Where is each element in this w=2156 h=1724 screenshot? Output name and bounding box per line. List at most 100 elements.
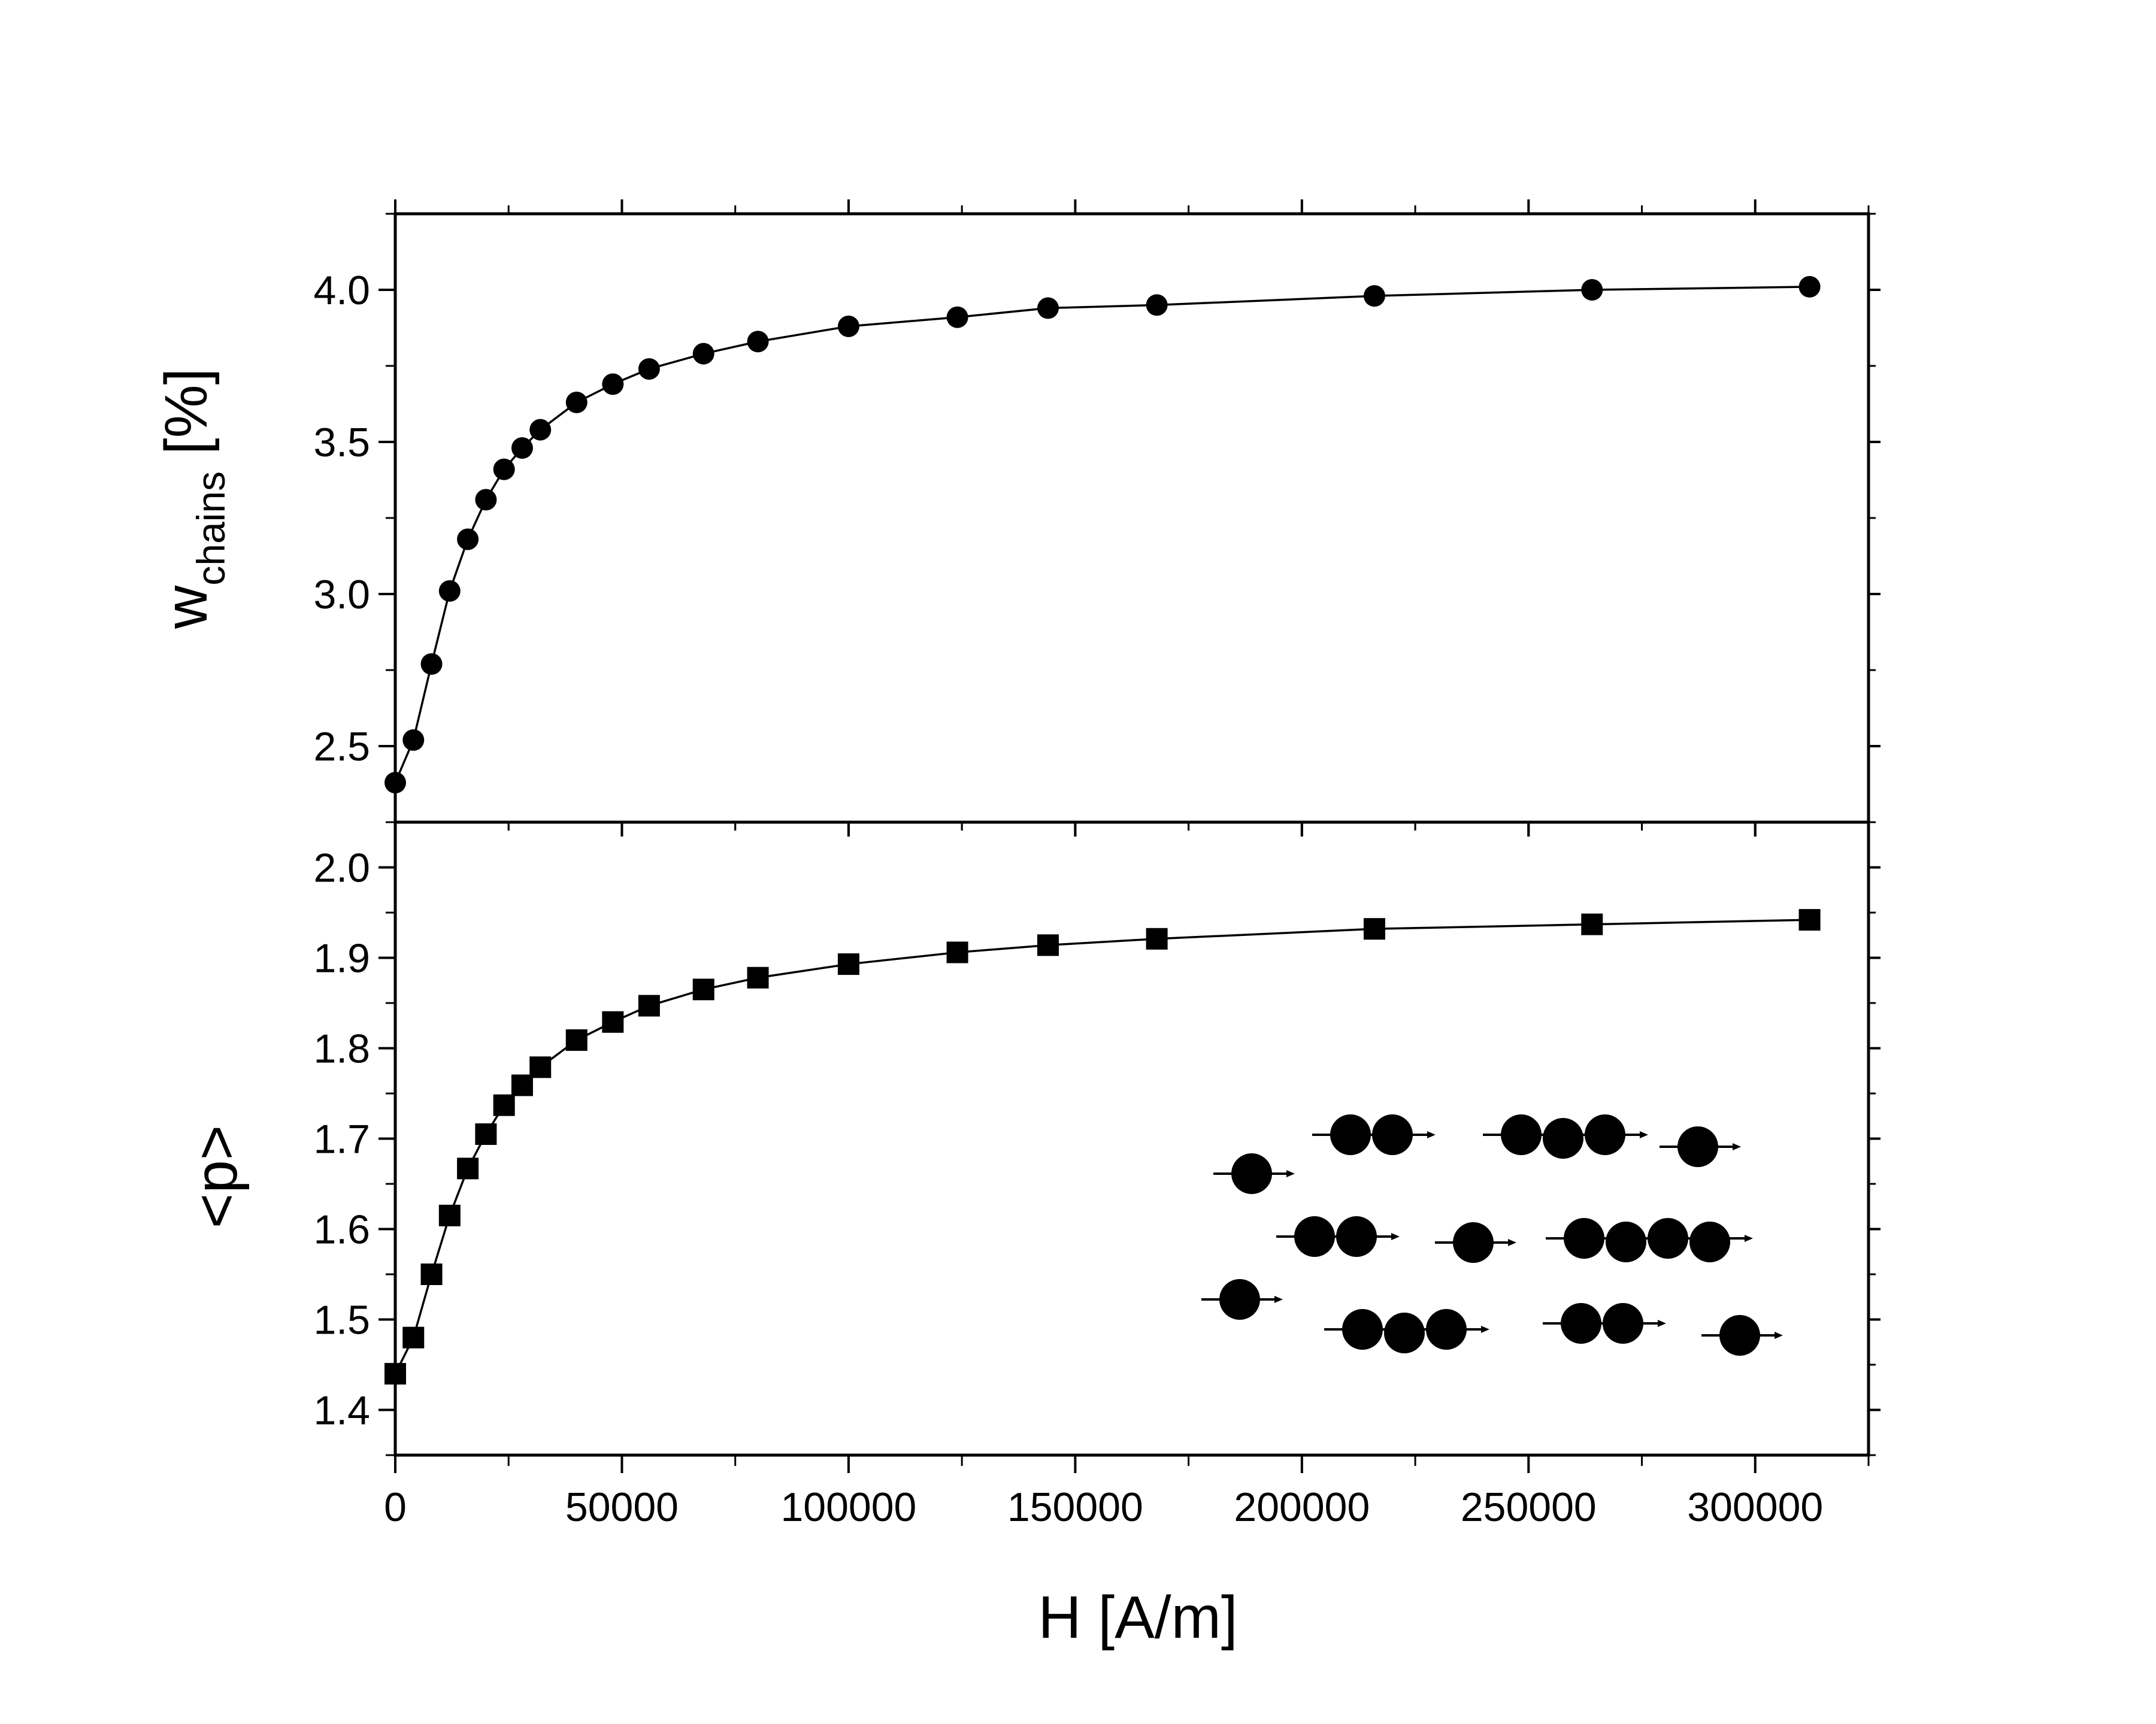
bottom-ylabel: <p> <box>183 1125 250 1228</box>
top-data-point <box>946 306 968 328</box>
top-data-point <box>837 315 859 337</box>
top-ylabel-suffix: [%] <box>153 368 220 471</box>
bottom-data-point <box>493 1094 515 1116</box>
top-ytick-label: 3.0 <box>313 572 370 617</box>
x-tick-label: 200000 <box>1234 1484 1370 1530</box>
bottom-ytick-label: 1.8 <box>313 1026 370 1072</box>
x-axis-title: H [A/m] <box>1038 1584 1237 1651</box>
particle <box>1543 1118 1583 1159</box>
particle <box>1294 1216 1335 1257</box>
chain-arrowhead <box>1391 1233 1400 1240</box>
top-data-point <box>1146 294 1168 316</box>
particle <box>1648 1218 1688 1259</box>
bottom-data-point <box>747 966 769 989</box>
particle <box>1677 1126 1718 1167</box>
top-ylabel-main: w <box>153 585 220 629</box>
bottom-data-point <box>475 1123 497 1145</box>
top-series-line <box>394 286 1810 783</box>
bottom-data-point <box>692 978 714 1001</box>
chain-arrowhead <box>1427 1131 1436 1138</box>
bottom-data-point <box>837 953 859 975</box>
particle <box>1501 1114 1542 1155</box>
particle <box>1603 1303 1643 1344</box>
particle <box>1372 1114 1413 1155</box>
particle <box>1330 1114 1371 1155</box>
particle-chains-icon <box>1201 1114 1783 1356</box>
bottom-data-point <box>638 995 660 1017</box>
particle <box>1561 1303 1601 1344</box>
top-data-point <box>638 358 660 380</box>
chain-arrowhead <box>1286 1170 1295 1177</box>
bottom-data-point <box>602 1011 624 1033</box>
bottom-data-point <box>1146 928 1168 950</box>
top-data-point <box>602 373 624 395</box>
bottom-data-point <box>1363 918 1385 940</box>
particle <box>1384 1313 1425 1353</box>
particle <box>1585 1114 1625 1155</box>
top-data-point <box>1798 275 1821 298</box>
bottom-panel: 1.4 1.5 1.6 1.7 1.8 1.9 2.0 0 50000 100000 150000 2… <box>313 820 1881 1530</box>
top-ytick-label: 3.5 <box>313 420 370 465</box>
chain-arrowhead <box>1481 1326 1489 1333</box>
top-data-point <box>384 771 406 793</box>
bottom-ytick-label: 1.5 <box>313 1298 370 1343</box>
top-data-point <box>420 653 443 675</box>
bottom-plot-frame <box>393 820 1870 1457</box>
particle <box>1342 1309 1383 1350</box>
bottom-ytick-label: 1.6 <box>313 1207 370 1253</box>
top-data-point <box>457 528 479 550</box>
x-tick-label: 50000 <box>565 1484 679 1530</box>
top-ytick-label: 2.5 <box>313 724 370 769</box>
top-data-point <box>493 458 515 480</box>
bottom-data-point <box>1037 934 1059 956</box>
top-data-point <box>747 331 769 353</box>
chain-arrowhead <box>1775 1332 1783 1339</box>
top-ylabel: wchains [%] <box>153 368 233 629</box>
chain-arrowhead <box>1640 1131 1648 1138</box>
bottom-data-point <box>457 1158 479 1180</box>
top-data-point <box>475 489 497 511</box>
top-panel: 2.5 3.0 3.5 4.0 <box>313 199 1881 837</box>
chain-arrowhead <box>1745 1235 1753 1242</box>
bottom-data-point <box>946 941 968 963</box>
particle <box>1689 1222 1730 1262</box>
x-tick-label: 100000 <box>780 1484 916 1530</box>
top-data-point <box>402 729 425 751</box>
top-data-point <box>565 391 588 413</box>
top-data-point <box>529 419 552 441</box>
bottom-ytick-label: 1.4 <box>313 1388 370 1434</box>
chain-arrowhead <box>1508 1239 1516 1246</box>
top-data-point <box>511 437 533 459</box>
particle <box>1231 1153 1272 1194</box>
bottom-data-point <box>384 1363 406 1385</box>
chain-arrowhead <box>1658 1320 1666 1327</box>
bottom-data-point <box>1798 909 1821 931</box>
x-tick-label: 300000 <box>1687 1484 1823 1530</box>
chain-arrowhead <box>1733 1143 1741 1150</box>
particle <box>1606 1222 1646 1262</box>
x-tick-label: 150000 <box>1007 1484 1143 1530</box>
particle <box>1564 1218 1604 1259</box>
bottom-data-point <box>420 1264 443 1285</box>
bottom-ytick-label: 1.9 <box>313 936 370 981</box>
top-data-point <box>1037 297 1059 319</box>
bottom-data-point <box>529 1056 552 1078</box>
particle <box>1219 1279 1260 1320</box>
top-data-point <box>692 343 714 365</box>
x-tick-label: 250000 <box>1461 1484 1597 1530</box>
bottom-data-point <box>438 1204 461 1226</box>
top-ylabel-subscript: chains <box>189 471 233 586</box>
particle <box>1453 1222 1494 1263</box>
bottom-data-point <box>511 1074 533 1096</box>
bottom-data-point <box>402 1326 425 1349</box>
particle <box>1426 1309 1467 1350</box>
bottom-ytick-label: 1.7 <box>313 1117 370 1162</box>
top-ytick-label: 4.0 <box>313 268 370 313</box>
particle <box>1719 1315 1760 1356</box>
particle <box>1336 1216 1377 1257</box>
top-data-point <box>438 580 461 602</box>
x-tick-label: 0 <box>384 1484 407 1530</box>
chain-arrowhead <box>1274 1296 1283 1303</box>
bottom-data-point <box>1581 913 1603 935</box>
